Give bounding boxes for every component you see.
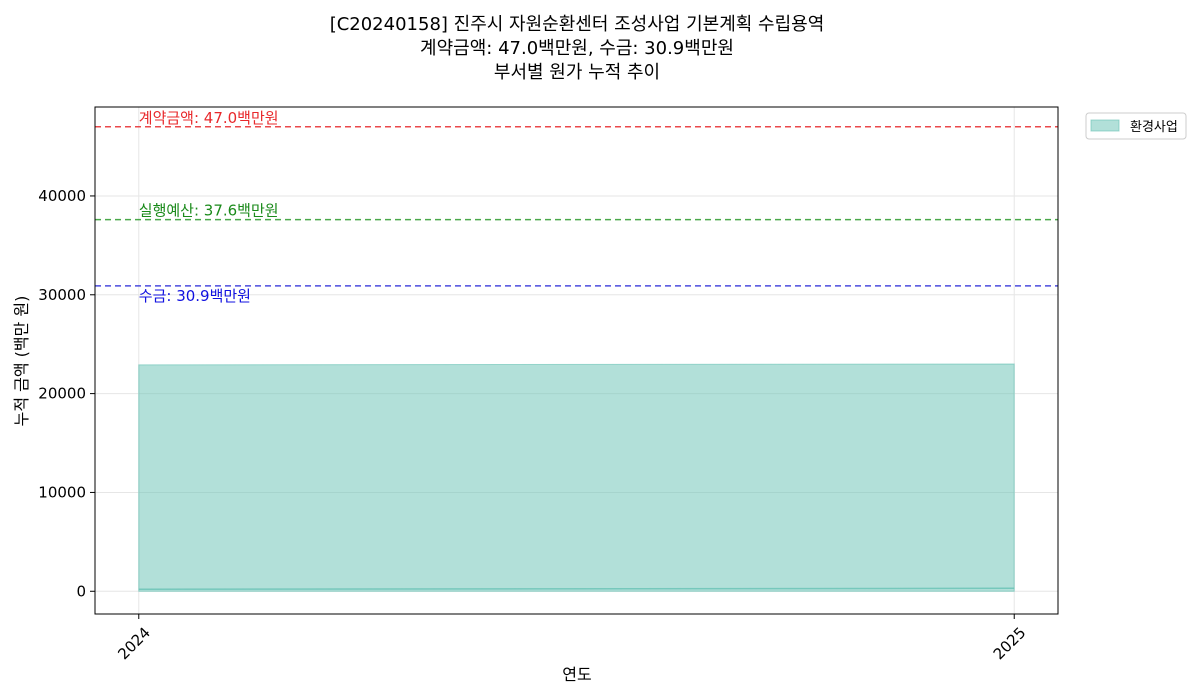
x-tick-label-1: 2025	[990, 624, 1030, 664]
chart-title: [C20240158] 진주시 자원순환센터 조성사업 기본계획 수립용역 계약…	[330, 14, 825, 83]
y-tick-label-4: 40000	[38, 187, 86, 205]
chart-title-line-3: 부서별 원가 누적 추이	[494, 62, 660, 83]
x-axis-ticks: 2024 2025	[114, 614, 1029, 663]
plot-frame	[94, 106, 1059, 615]
area-series-baseline-0	[138, 587, 1015, 591]
y-axis-label: 누적 금액 (백만 원)	[12, 296, 31, 427]
y-axis-ticks: 0 10000 20000 30000 40000	[38, 187, 95, 600]
area-series	[138, 363, 1015, 592]
reference-label-1: 실행예산: 37.6백만원	[139, 202, 279, 220]
area-series-0	[138, 363, 1015, 592]
x-tick-label-0: 2024	[114, 624, 154, 664]
legend-label-environment: 환경사업	[1130, 120, 1178, 135]
y-tick-label-2: 20000	[38, 385, 86, 403]
x-axis-label: 연도	[562, 665, 591, 684]
chart-title-line-2: 계약금액: 47.0백만원, 수금: 30.9백만원	[420, 38, 734, 59]
y-tick-label-0: 0	[76, 582, 86, 600]
chart-title-line-1: [C20240158] 진주시 자원순환센터 조성사업 기본계획 수립용역	[330, 14, 825, 35]
y-tick-label-1: 10000	[38, 483, 86, 501]
reference-label-2: 수금: 30.9백만원	[139, 287, 251, 305]
y-tick-label-3: 30000	[38, 286, 86, 304]
reference-label-0: 계약금액: 47.0백만원	[139, 109, 279, 127]
legend-swatch-environment	[1090, 119, 1120, 132]
legend: 환경사업	[1085, 112, 1187, 140]
